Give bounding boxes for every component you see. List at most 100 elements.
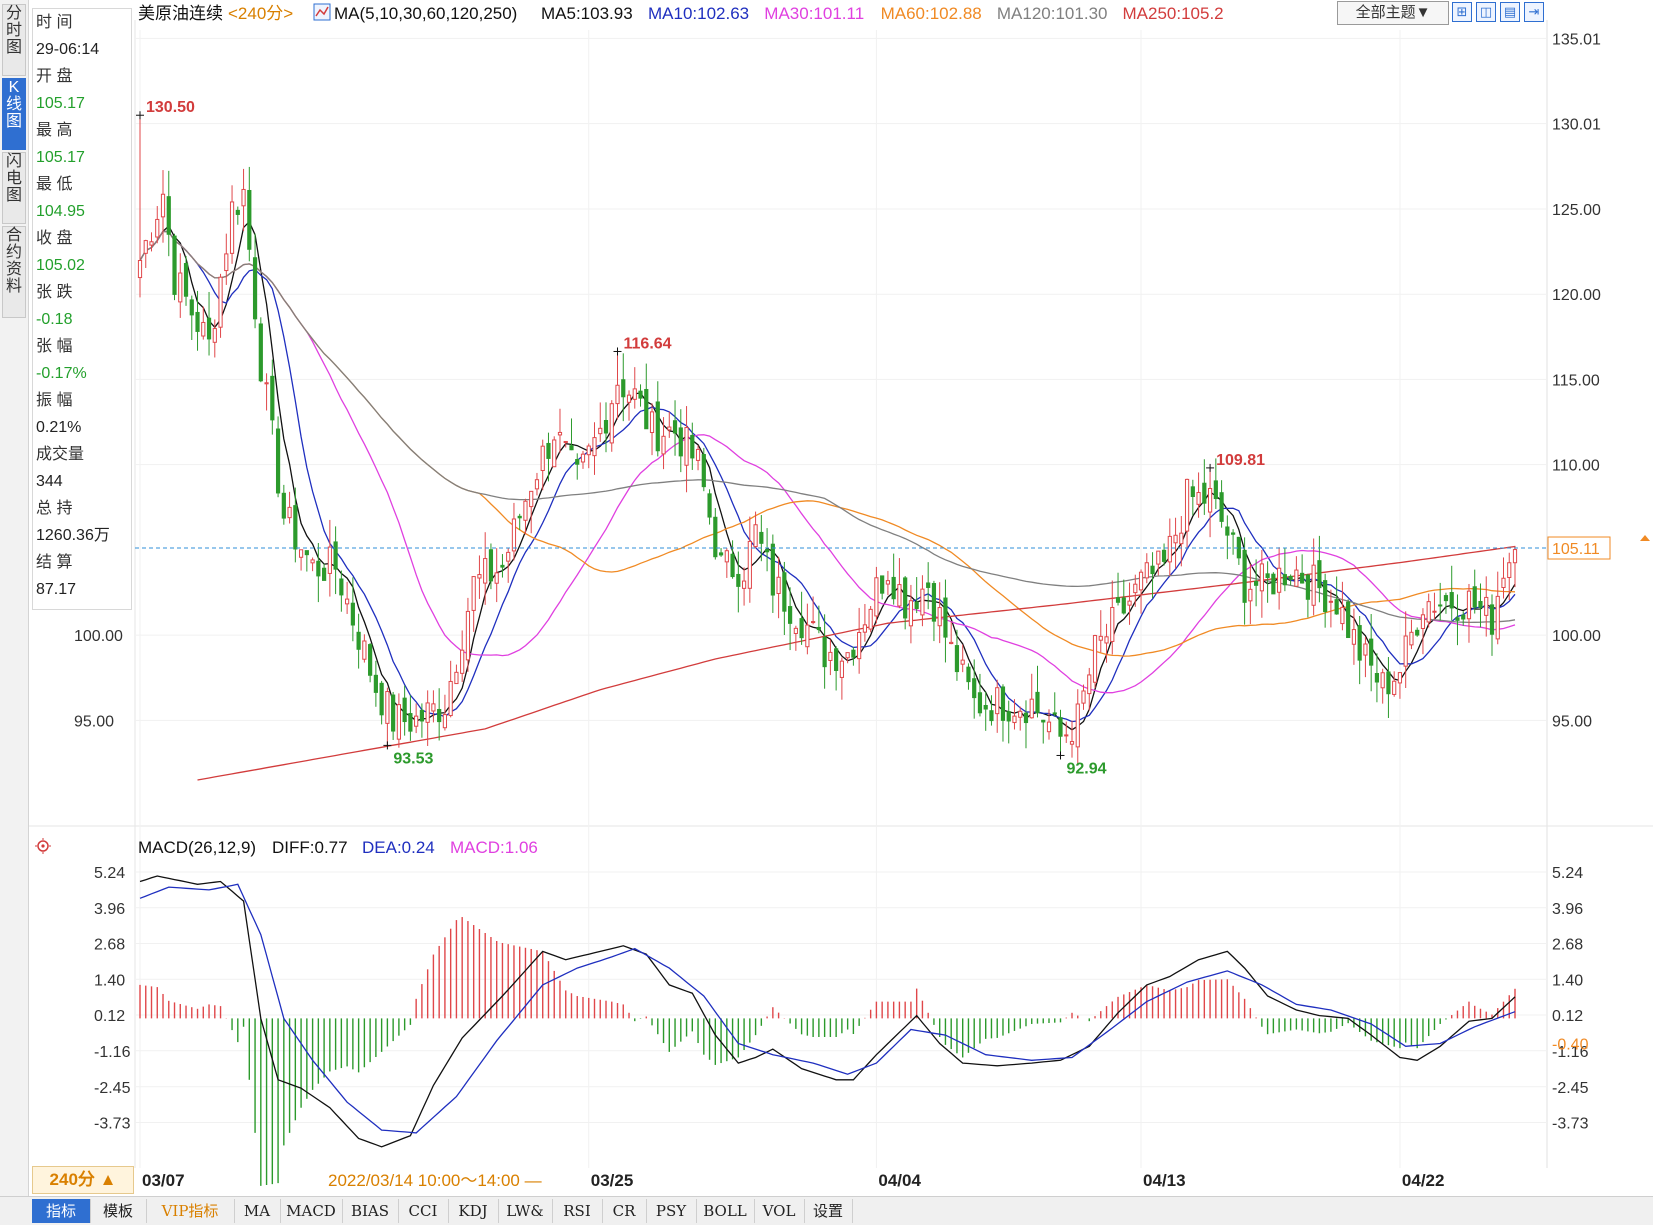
candle-body (1305, 574, 1310, 600)
candle-body (1046, 721, 1052, 733)
candle-body (293, 505, 298, 550)
period-tag[interactable]: <240分> (228, 4, 293, 23)
candle-body (667, 426, 672, 431)
candle-body (575, 459, 580, 465)
candle-body (1380, 672, 1385, 689)
candle-body (1075, 703, 1080, 748)
macd-tick-label-left: -2.45 (94, 1080, 131, 1097)
candle-body (1357, 625, 1362, 661)
grid-icon[interactable]: ⊞ (1452, 2, 1472, 22)
extreme-label: 109.81 (1216, 452, 1265, 469)
date-label: 04/04 (878, 1171, 921, 1190)
info-label: 成交量 (36, 446, 85, 463)
candle-body (471, 576, 476, 611)
toolbar-tab[interactable]: PSY (646, 1199, 697, 1223)
candle-body (281, 492, 286, 519)
candle-body (275, 428, 281, 494)
candle-body (414, 715, 419, 727)
toolbar-tab[interactable]: 模板 (90, 1199, 147, 1223)
candle-body (1259, 563, 1264, 592)
ohlc-info-panel: 时 间 29-06:14 开 盘 105.17 最 高 105.17 最 低 104.95 收 … (32, 8, 132, 610)
candle-body (1369, 638, 1374, 666)
toolbar-tab[interactable]: CCI (398, 1199, 449, 1223)
candle-body (1507, 562, 1512, 578)
candle-body (465, 610, 471, 661)
toolbar-tab[interactable]: BIAS (342, 1199, 399, 1223)
candle-body (483, 558, 488, 584)
candle-body (1328, 600, 1333, 603)
toolbar-tab[interactable]: MA (234, 1199, 281, 1223)
ma-legend-values: MA5:103.93 MA10:102.63 MA30:101.11 MA60:102… (541, 4, 1224, 23)
toolbar-tab[interactable]: RSI (552, 1199, 603, 1223)
candle-body (897, 584, 902, 607)
theme-dropdown[interactable]: 全部主题▼ (1337, 1, 1449, 25)
candle-body (632, 388, 637, 400)
candle-body (1282, 574, 1287, 586)
candle-body (1277, 567, 1282, 593)
macd-tick-label-right: -1.16 (1552, 1044, 1589, 1061)
candle-body (857, 631, 862, 660)
candle-body (534, 479, 540, 490)
macd-diff-value: DIFF:0.77 (272, 838, 348, 857)
candle-body (977, 692, 983, 714)
price-tick-label-left: 95.00 (74, 713, 114, 730)
toolbar-tab[interactable]: 指标 (32, 1199, 91, 1223)
candle-body (1213, 480, 1218, 500)
candle-body (172, 235, 177, 295)
candle-body (201, 321, 206, 337)
candle-body (1144, 562, 1149, 579)
candle-body (937, 607, 942, 627)
candle-body (437, 708, 442, 723)
candle-body (557, 431, 563, 436)
candle-body (713, 516, 718, 558)
candle-body (241, 188, 246, 207)
candle-body (626, 394, 632, 403)
candle-body (1179, 532, 1184, 545)
macd-tick-label-right: 2.68 (1552, 937, 1583, 954)
price-tick-label-left: 100.00 (74, 628, 123, 645)
candle-body (1340, 606, 1345, 625)
macd-tick-label-left: 5.24 (94, 865, 125, 882)
panel-icon[interactable]: ▤ (1500, 2, 1520, 22)
toolbar-tab[interactable]: BOLL (696, 1199, 755, 1223)
tab-flash[interactable]: 闪电图 (2, 152, 26, 224)
tab-kline[interactable]: K线图 (2, 78, 26, 150)
candle-body (1484, 596, 1489, 616)
toolbar-tab[interactable]: VOL (754, 1199, 805, 1223)
tab-timeshare[interactable]: 分时图 (2, 4, 26, 76)
candle-body (523, 500, 528, 521)
chart-area[interactable]: 130.50 93.53 116.64 92.94 109.81 135.01 130.0… (0, 0, 1653, 1196)
ma-chart-icon (315, 6, 329, 17)
toolbar-tab[interactable]: VIP指标 (146, 1199, 235, 1223)
split-icon[interactable]: ◫ (1476, 2, 1496, 22)
info-value: 105.02 (36, 257, 85, 274)
toolbar-tab[interactable]: LW& (498, 1199, 553, 1223)
candle-body (1138, 571, 1144, 591)
macd-settings-icon[interactable] (35, 838, 51, 854)
candle-body (149, 241, 154, 246)
candle-body (690, 434, 695, 459)
date-label: 03/07 (142, 1171, 185, 1190)
tab-contract-info[interactable]: 合约资料 (2, 226, 26, 318)
current-price-arrow-icon (1640, 535, 1650, 542)
candle-body (972, 678, 977, 699)
expand-icon[interactable]: ⇥ (1524, 2, 1544, 22)
toolbar-tab[interactable]: MACD (280, 1199, 343, 1223)
toolbar-tab[interactable]: CR (602, 1199, 647, 1223)
candle-body (1403, 635, 1408, 667)
toolbar-tab[interactable]: KDJ (448, 1199, 499, 1223)
price-tick-label: 100.00 (1552, 628, 1601, 645)
candle-body (672, 420, 678, 434)
candle-body (506, 551, 511, 562)
candle-body (218, 276, 223, 328)
toolbar-tab[interactable]: 设置 (804, 1199, 853, 1223)
candle-body (1173, 534, 1178, 544)
info-value: 105.17 (36, 95, 85, 112)
candle-body (1426, 601, 1431, 623)
info-label: 时 间 (36, 14, 73, 31)
candle-body (442, 714, 448, 729)
candle-body (322, 567, 327, 581)
period-selector[interactable]: 240分 ▲ (32, 1166, 134, 1194)
current-price-label: 105.11 (1552, 541, 1600, 558)
candle-body (1104, 636, 1109, 644)
